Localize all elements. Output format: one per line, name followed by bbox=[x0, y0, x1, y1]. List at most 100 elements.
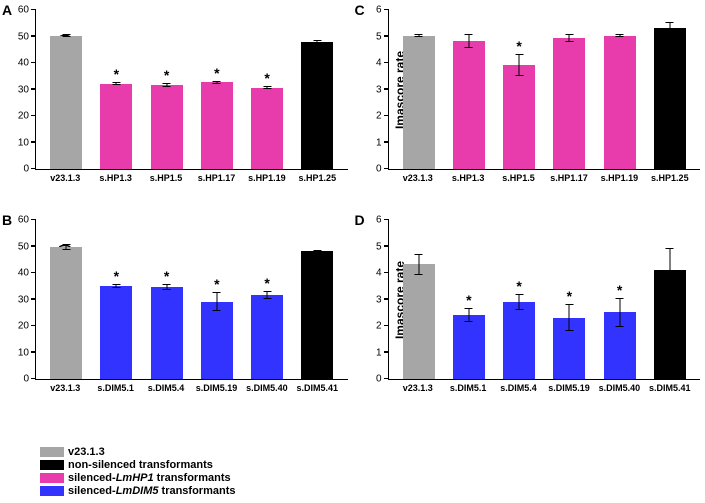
x-tick-label: s.DIM5.19 bbox=[191, 383, 241, 393]
error-bar bbox=[619, 298, 620, 327]
panel-D: DImascore rate0123456****v23.1.3s.DIM5.1… bbox=[353, 210, 705, 420]
bar-wrap: * bbox=[494, 302, 544, 379]
y-tick-label: 0 bbox=[23, 374, 29, 385]
y-tick-label: 0 bbox=[23, 164, 29, 175]
x-tick-label: s.DIM5.40 bbox=[242, 383, 292, 393]
bar: * bbox=[251, 295, 283, 379]
y-tick-label: 20 bbox=[18, 321, 29, 332]
bar-wrap: * bbox=[192, 82, 242, 169]
x-tick-label: s.HP1.3 bbox=[443, 173, 493, 183]
y-tick-label: 0 bbox=[376, 374, 382, 385]
error-bar bbox=[468, 34, 469, 47]
bar: * bbox=[453, 315, 485, 379]
bar: * bbox=[604, 312, 636, 379]
bar-wrap bbox=[292, 251, 342, 379]
panel-A: ARadial growth (mm)0102030405060****v23.… bbox=[0, 0, 353, 210]
bar-wrap bbox=[41, 36, 91, 169]
y-tick-label: 4 bbox=[376, 58, 382, 69]
y-tick-label: 3 bbox=[376, 84, 382, 95]
bar-wrap bbox=[394, 264, 444, 379]
significance-star-icon: * bbox=[516, 38, 521, 54]
x-tick-label: s.HP1.17 bbox=[544, 173, 594, 183]
significance-star-icon: * bbox=[114, 66, 119, 82]
y-tick-label: 4 bbox=[376, 268, 382, 279]
bar-wrap: * bbox=[91, 84, 141, 169]
bar-wrap: * bbox=[595, 312, 645, 379]
error-bar bbox=[66, 244, 67, 249]
error-bar bbox=[569, 304, 570, 331]
y-tick-label: 5 bbox=[376, 241, 382, 252]
legend-swatch-dim5 bbox=[40, 486, 64, 496]
bar bbox=[553, 38, 585, 169]
x-tick-label: s.HP1.25 bbox=[292, 173, 342, 183]
bar-wrap bbox=[645, 270, 695, 379]
bar bbox=[301, 251, 333, 379]
significance-star-icon: * bbox=[466, 292, 471, 308]
legend: v23.1.3 non-silenced transformants silen… bbox=[40, 446, 236, 498]
x-tick-label: s.DIM5.1 bbox=[90, 383, 140, 393]
bar bbox=[654, 270, 686, 379]
bar bbox=[654, 28, 686, 169]
y-tick-label: 60 bbox=[18, 5, 29, 16]
error-bar bbox=[66, 34, 67, 37]
x-tick-label: s.DIM5.4 bbox=[493, 383, 543, 393]
bar: * bbox=[100, 286, 132, 379]
significance-star-icon: * bbox=[114, 268, 119, 284]
y-tick-label: 10 bbox=[18, 347, 29, 358]
y-tick-label: 50 bbox=[18, 241, 29, 252]
y-tick-label: 6 bbox=[376, 215, 382, 226]
bar-wrap bbox=[645, 28, 695, 169]
bar-wrap bbox=[444, 41, 494, 169]
bar-wrap: * bbox=[444, 315, 494, 379]
y-tick-label: 1 bbox=[376, 137, 382, 148]
error-bar bbox=[166, 83, 167, 87]
bar: * bbox=[503, 65, 535, 169]
bar bbox=[604, 36, 636, 169]
legend-label-dim5: silenced-LmDIM5 transformants bbox=[68, 485, 236, 497]
error-bar bbox=[418, 34, 419, 37]
error-bar bbox=[166, 284, 167, 289]
bar bbox=[453, 41, 485, 169]
x-tick-label: s.DIM5.40 bbox=[594, 383, 644, 393]
bar: * bbox=[553, 318, 585, 379]
error-bar bbox=[468, 308, 469, 321]
bar bbox=[50, 247, 82, 379]
error-bar bbox=[519, 294, 520, 310]
y-tick-label: 60 bbox=[18, 215, 29, 226]
y-tick-label: 10 bbox=[18, 137, 29, 148]
error-bar bbox=[317, 250, 318, 253]
x-tick-label: s.HP1.19 bbox=[242, 173, 292, 183]
y-tick-label: 1 bbox=[376, 347, 382, 358]
bar: * bbox=[201, 302, 233, 379]
bar-wrap: * bbox=[544, 318, 594, 379]
y-tick-label: 5 bbox=[376, 31, 382, 42]
x-tick-label: v23.1.3 bbox=[40, 173, 90, 183]
error-bar bbox=[317, 40, 318, 45]
bar-wrap bbox=[292, 42, 342, 169]
legend-swatch-nonsilenced bbox=[40, 460, 64, 470]
bar bbox=[301, 42, 333, 169]
error-bar bbox=[569, 34, 570, 42]
x-tick-label: s.HP1.3 bbox=[90, 173, 140, 183]
bar-wrap bbox=[544, 38, 594, 169]
bar bbox=[50, 36, 82, 169]
y-tick-label: 50 bbox=[18, 31, 29, 42]
y-tick-label: 30 bbox=[18, 84, 29, 95]
y-tick-label: 2 bbox=[376, 111, 382, 122]
x-tick-label: s.DIM5.1 bbox=[443, 383, 493, 393]
legend-label-nonsilenced: non-silenced transformants bbox=[68, 459, 213, 471]
y-tick-label: 2 bbox=[376, 321, 382, 332]
significance-star-icon: * bbox=[264, 275, 269, 291]
bar: * bbox=[251, 88, 283, 169]
bar-wrap bbox=[41, 247, 91, 379]
error-bar bbox=[619, 34, 620, 37]
bar-wrap: * bbox=[192, 302, 242, 379]
bar-wrap: * bbox=[242, 295, 292, 379]
panel-B: BRadial growth (mm)0102030405060****v23.… bbox=[0, 210, 353, 420]
bar-wrap: * bbox=[91, 286, 141, 379]
chart-area: Imascore rate0123456* bbox=[388, 10, 701, 170]
error-bar bbox=[669, 248, 670, 291]
bar-wrap: * bbox=[494, 65, 544, 169]
x-tick-label: s.HP1.5 bbox=[141, 173, 191, 183]
bar-wrap: * bbox=[142, 85, 192, 169]
